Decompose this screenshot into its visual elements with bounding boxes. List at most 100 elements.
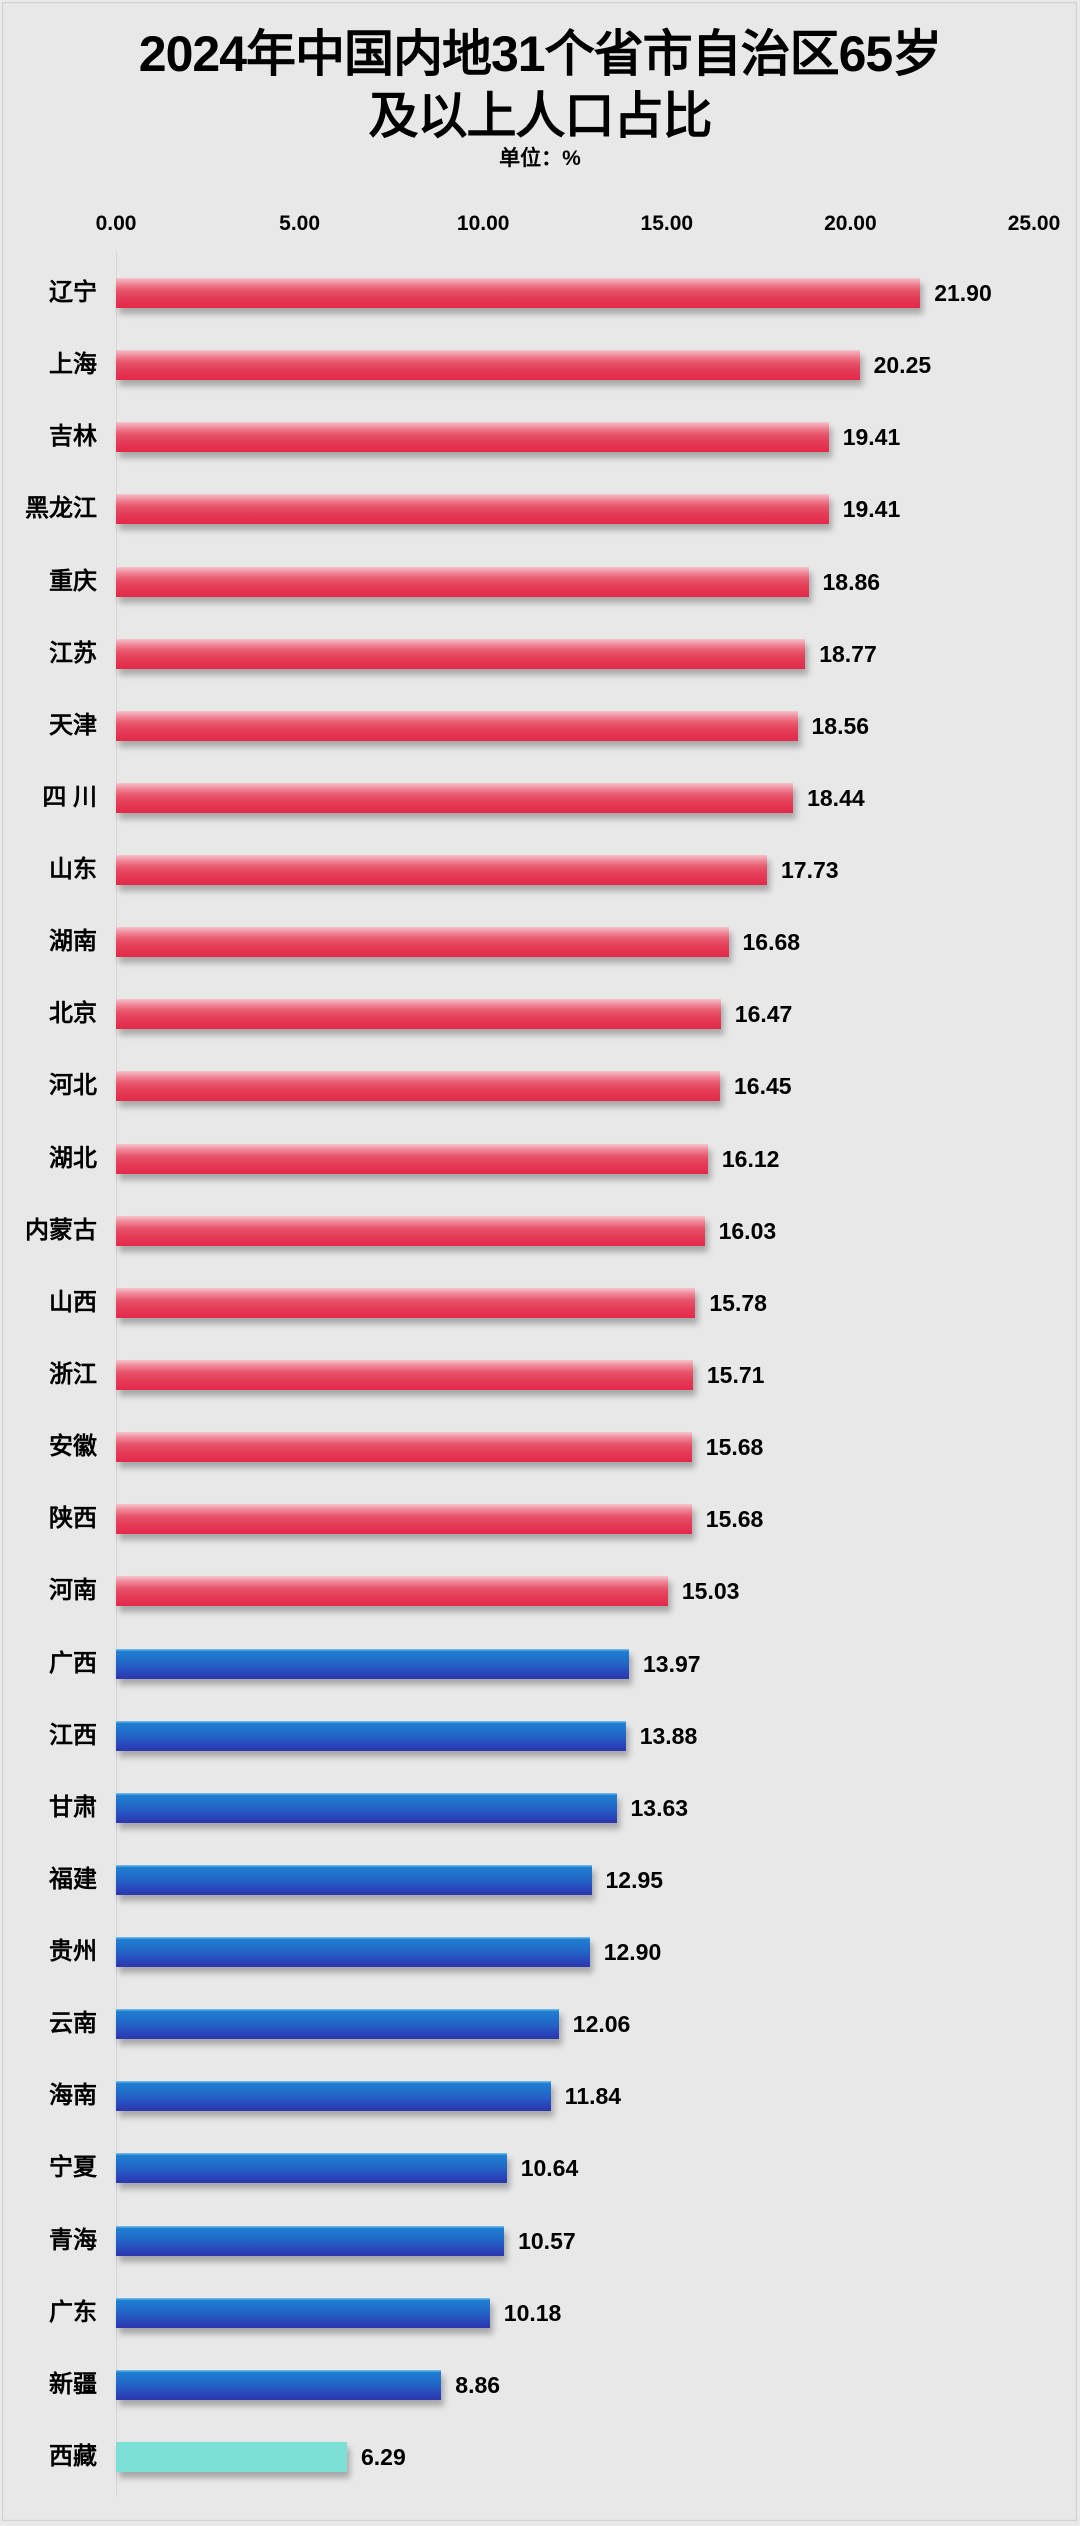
bar	[116, 2009, 559, 2040]
bar-row: 江西 13.88	[0, 1720, 1080, 1751]
bar-row: 陕西 15.68	[0, 1504, 1080, 1535]
value-label: 19.41	[842, 496, 901, 523]
value-label: 15.71	[706, 1361, 765, 1388]
value-label: 18.77	[819, 640, 877, 667]
value-label: 16.03	[718, 1217, 777, 1244]
bar-row: 四 川 18.44	[0, 782, 1080, 813]
bar-row: 广东 10.18	[0, 2297, 1080, 2328]
unit-label: 单位：%	[499, 147, 581, 170]
category-label: 西藏	[49, 2442, 97, 2470]
category-label: 湖北	[49, 1144, 97, 1172]
category-label: 青海	[49, 2226, 97, 2254]
bar-row: 贵州 12.90	[0, 1937, 1080, 1967]
value-label: 13.97	[643, 1650, 701, 1677]
bar	[116, 1720, 626, 1751]
category-label: 四 川	[42, 783, 97, 811]
value-label: 12.95	[605, 1866, 664, 1893]
category-label: 甘肃	[49, 1793, 97, 1821]
value-label: 15.78	[709, 1289, 767, 1316]
category-label: 重庆	[49, 567, 97, 595]
bar	[116, 782, 794, 813]
bar	[116, 855, 767, 885]
value-label: 18.44	[807, 784, 865, 811]
bar-row: 天津 18.56	[0, 710, 1080, 741]
category-label: 江西	[49, 1721, 97, 1749]
value-label: 10.64	[520, 2155, 579, 2182]
value-label: 13.88	[639, 1722, 698, 1749]
bar	[116, 1215, 705, 1246]
bar	[116, 927, 729, 958]
category-label: 安徽	[49, 1433, 97, 1461]
bar-row: 北京 16.47	[0, 999, 1080, 1030]
x-tick-10: 10.00	[456, 212, 510, 235]
bar-row: 重庆 18.86	[0, 566, 1080, 597]
bar-row: 云南 12.06	[0, 2009, 1080, 2040]
value-label: 8.86	[455, 2371, 501, 2398]
category-label: 山东	[49, 856, 97, 883]
bar-row: 湖北 16.12	[0, 1143, 1080, 1174]
bar	[116, 1576, 668, 1607]
bar-row: 浙江 15.71	[0, 1359, 1080, 1390]
bar-row: 海南 11.84	[0, 2081, 1080, 2112]
bar-row: 吉林 19.41	[0, 422, 1080, 453]
bar	[116, 2225, 505, 2256]
value-label: 15.03	[681, 1578, 740, 1605]
bar	[116, 1143, 708, 1174]
value-label: 12.06	[572, 2011, 631, 2038]
bar	[116, 1071, 720, 1102]
category-label: 河北	[49, 1072, 97, 1100]
bar	[116, 2441, 347, 2472]
value-label: 16.47	[734, 1001, 793, 1028]
bar	[116, 2081, 551, 2112]
bar	[116, 1504, 692, 1535]
value-label: 6.29	[361, 2443, 406, 2470]
bar	[116, 1432, 692, 1463]
bar	[116, 999, 721, 1030]
value-label: 21.90	[934, 280, 992, 306]
category-label: 北京	[49, 1000, 97, 1028]
x-tick-5: 5.00	[279, 212, 321, 235]
value-label: 20.25	[873, 352, 932, 379]
bar	[116, 350, 860, 381]
category-label: 浙江	[49, 1360, 97, 1388]
category-label: 宁夏	[49, 2154, 97, 2182]
bar-row: 上海 20.25	[0, 350, 1080, 381]
bar	[116, 1792, 617, 1823]
category-label: 海南	[49, 2082, 97, 2110]
bar-row: 宁夏 10.64	[0, 2153, 1080, 2184]
category-label: 广西	[49, 1649, 97, 1677]
bar-row: 西藏 6.29	[0, 2441, 1080, 2472]
bar-row: 黑龙江 19.41	[0, 494, 1080, 525]
bar-row: 山西 15.78	[0, 1287, 1080, 1318]
bar	[116, 710, 798, 741]
bar-row: 河北 16.45	[0, 1071, 1080, 1102]
bar-row: 内蒙古 16.03	[0, 1215, 1080, 1246]
x-tick-25: 25.00	[1007, 212, 1061, 235]
category-label: 天津	[49, 711, 97, 739]
bar	[116, 278, 921, 308]
bar	[116, 1864, 592, 1895]
bar	[116, 566, 809, 597]
category-label: 辽宁	[49, 279, 97, 306]
value-label: 13.63	[630, 1794, 689, 1821]
bar	[116, 2369, 442, 2400]
bar-row: 青海 10.57	[0, 2225, 1080, 2256]
x-tick-20: 20.00	[824, 212, 877, 235]
bar	[116, 1937, 590, 1967]
category-label: 黑龙江	[25, 495, 97, 523]
bar-row: 福建 12.95	[0, 1864, 1080, 1895]
category-label: 云南	[49, 2010, 97, 2038]
bar	[116, 1648, 629, 1679]
bar	[116, 2153, 507, 2184]
bar-row: 安徽 15.68	[0, 1432, 1080, 1463]
bar	[116, 638, 806, 669]
category-label: 福建	[49, 1865, 97, 1893]
value-label: 11.84	[564, 2083, 622, 2110]
bar-row: 辽宁 21.90	[0, 278, 1080, 308]
value-label: 16.12	[721, 1145, 780, 1172]
category-label: 内蒙古	[25, 1216, 97, 1244]
bar	[116, 2297, 490, 2328]
category-label: 河南	[49, 1577, 97, 1605]
bar	[116, 1287, 696, 1318]
value-label: 17.73	[781, 857, 839, 883]
